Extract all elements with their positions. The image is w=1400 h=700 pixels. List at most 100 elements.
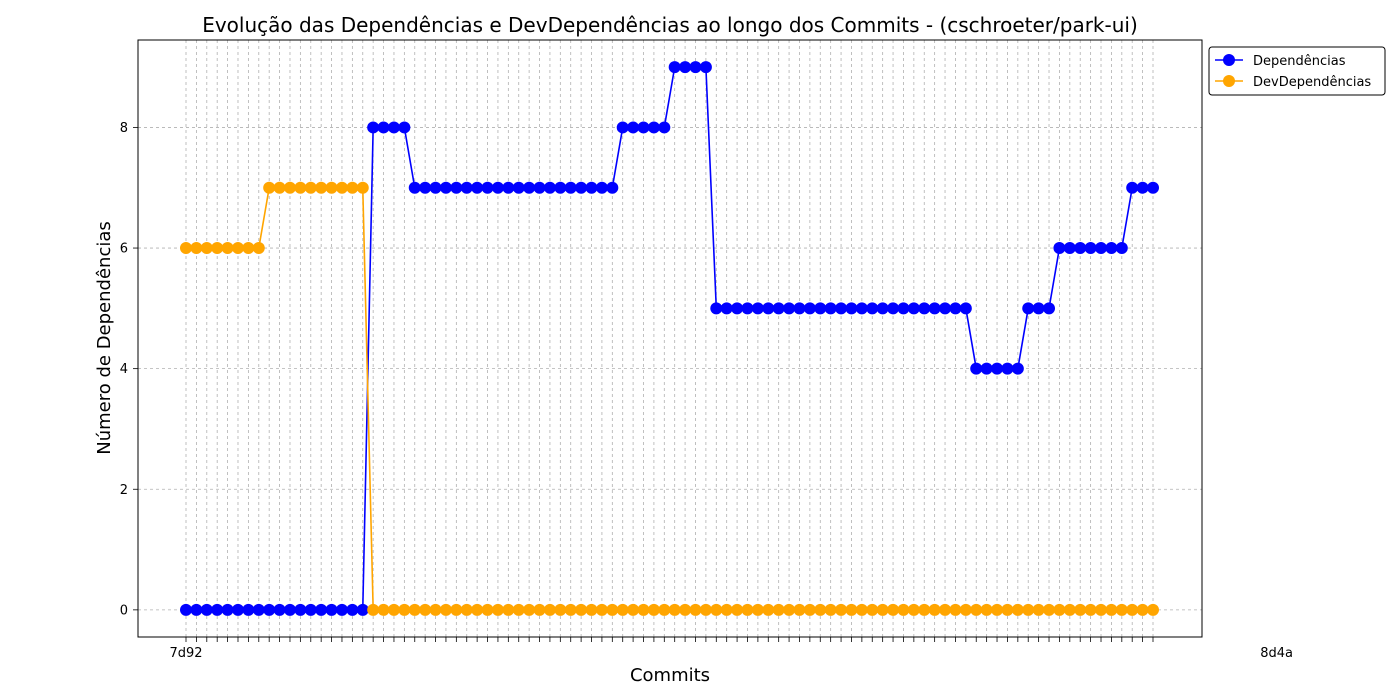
data-point-0-78 [991, 362, 1004, 375]
data-point-1-11 [294, 181, 307, 194]
data-point-1-84 [1053, 603, 1066, 616]
data-point-0-3 [211, 603, 224, 616]
data-point-0-55 [751, 302, 764, 315]
data-point-0-82 [1032, 302, 1045, 315]
data-point-1-49 [689, 603, 702, 616]
data-point-1-27 [460, 603, 473, 616]
data-point-1-72 [928, 603, 941, 616]
data-point-1-47 [668, 603, 681, 616]
data-point-0-68 [887, 302, 900, 315]
data-point-1-0 [180, 242, 192, 255]
data-point-1-18 [367, 603, 380, 616]
data-point-0-31 [502, 181, 515, 194]
data-point-0-10 [283, 603, 296, 616]
data-point-0-0 [180, 603, 192, 616]
data-point-1-68 [887, 603, 900, 616]
data-point-1-3 [211, 242, 224, 255]
data-point-0-81 [1022, 302, 1035, 315]
data-point-1-29 [481, 603, 494, 616]
y-tick-label: 4 [120, 362, 128, 377]
series-layer [180, 61, 1159, 616]
data-point-0-88 [1095, 242, 1108, 255]
data-point-0-75 [959, 302, 972, 315]
data-point-1-26 [450, 603, 463, 616]
data-point-0-12 [304, 603, 317, 616]
data-point-0-16 [346, 603, 359, 616]
data-point-0-37 [564, 181, 577, 194]
chart-title: Evolução das Dependências e DevDependênc… [202, 13, 1138, 37]
data-point-0-42 [616, 121, 629, 134]
y-tick-label: 0 [120, 603, 128, 618]
data-point-0-79 [1001, 362, 1014, 375]
data-point-1-52 [720, 603, 733, 616]
data-point-0-9 [273, 603, 286, 616]
data-point-1-12 [304, 181, 317, 194]
data-point-1-89 [1105, 603, 1118, 616]
legend-label-dependencias: Dependências [1253, 54, 1346, 69]
series-line-0 [186, 66, 1153, 611]
data-point-0-1 [190, 603, 203, 616]
data-point-1-20 [387, 603, 400, 616]
x-tick-label-first: 7d92 [169, 646, 202, 661]
data-point-1-6 [242, 242, 255, 255]
data-point-0-21 [398, 121, 411, 134]
data-point-1-77 [980, 603, 993, 616]
data-point-0-36 [554, 181, 567, 194]
data-point-0-30 [491, 181, 504, 194]
data-point-1-64 [845, 603, 858, 616]
data-point-1-40 [595, 603, 608, 616]
y-ticks: 0 2 4 6 8 [120, 121, 138, 618]
data-point-1-62 [824, 603, 837, 616]
data-point-1-46 [658, 603, 671, 616]
data-point-0-34 [533, 181, 546, 194]
data-point-1-81 [1022, 603, 1035, 616]
data-point-0-23 [419, 181, 432, 194]
data-point-0-44 [637, 121, 650, 134]
data-point-0-33 [523, 181, 536, 194]
data-point-0-60 [803, 302, 816, 315]
data-point-1-32 [512, 603, 525, 616]
data-point-1-10 [283, 181, 296, 194]
data-point-0-32 [512, 181, 525, 194]
legend: Dependências DevDependências [1208, 46, 1386, 96]
data-point-1-56 [762, 603, 775, 616]
data-point-0-85 [1063, 242, 1076, 255]
data-point-1-5 [231, 242, 244, 255]
data-point-0-61 [814, 302, 827, 315]
data-point-0-77 [980, 362, 993, 375]
data-point-1-74 [949, 603, 962, 616]
data-point-1-41 [606, 603, 619, 616]
data-point-0-86 [1074, 242, 1087, 255]
data-point-0-62 [824, 302, 837, 315]
data-point-1-37 [564, 603, 577, 616]
data-point-1-38 [575, 603, 588, 616]
data-point-0-6 [242, 603, 255, 616]
data-point-0-22 [408, 181, 421, 194]
data-point-1-28 [471, 603, 484, 616]
data-point-0-65 [855, 302, 868, 315]
data-point-1-7 [252, 242, 265, 255]
data-point-0-56 [762, 302, 775, 315]
data-point-1-23 [419, 603, 432, 616]
data-point-1-76 [970, 603, 983, 616]
data-point-1-53 [731, 603, 744, 616]
data-point-1-91 [1126, 603, 1139, 616]
data-point-1-39 [585, 603, 598, 616]
data-point-1-63 [835, 603, 848, 616]
data-point-0-73 [939, 302, 952, 315]
data-point-1-15 [335, 181, 348, 194]
data-point-0-43 [627, 121, 640, 134]
series-line-1 [186, 186, 1153, 611]
data-point-0-51 [710, 302, 723, 315]
data-point-1-48 [679, 603, 692, 616]
data-point-1-22 [408, 603, 421, 616]
grid [138, 40, 1202, 637]
data-point-0-39 [585, 181, 598, 194]
data-point-0-53 [731, 302, 744, 315]
data-point-1-86 [1074, 603, 1087, 616]
data-point-1-75 [959, 603, 972, 616]
legend-box [1208, 46, 1386, 96]
data-point-1-71 [918, 603, 931, 616]
data-point-0-13 [315, 603, 328, 616]
